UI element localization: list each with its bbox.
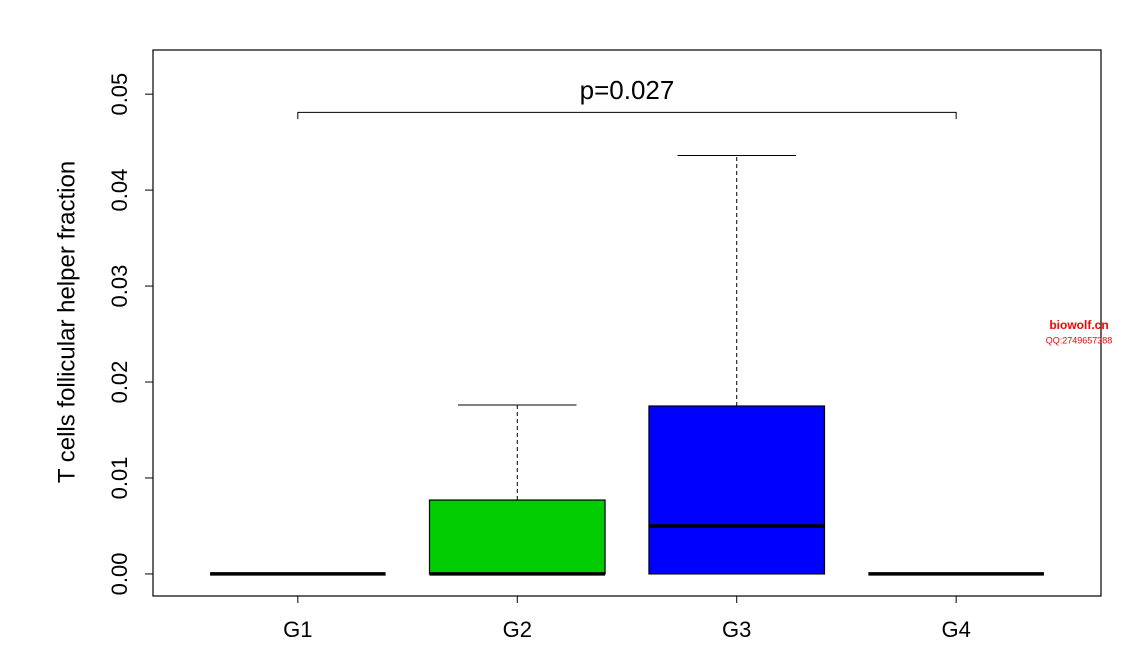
watermark: biowolf.cn [1049, 318, 1108, 332]
y-tick-label: 0.04 [107, 169, 132, 212]
x-tick-label: G2 [503, 617, 532, 642]
x-tick-label: G3 [722, 617, 751, 642]
box [648, 405, 826, 575]
x-tick-label: G1 [283, 617, 312, 642]
y-tick-label: 0.00 [107, 553, 132, 596]
watermark: QQ:2749657388 [1046, 335, 1113, 345]
x-tick-label: G4 [941, 617, 970, 642]
y-tick-label: 0.02 [107, 361, 132, 404]
plot-frame [152, 49, 1102, 597]
p-value: p=0.027 [580, 75, 675, 105]
y-tick-label: 0.03 [107, 265, 132, 308]
y-axis-label: T cells follicular helper fraction [53, 161, 80, 483]
significance-bracket [297, 111, 957, 120]
y-tick-label: 0.01 [107, 457, 132, 500]
y-tick-label: 0.05 [107, 73, 132, 116]
box [428, 499, 606, 575]
